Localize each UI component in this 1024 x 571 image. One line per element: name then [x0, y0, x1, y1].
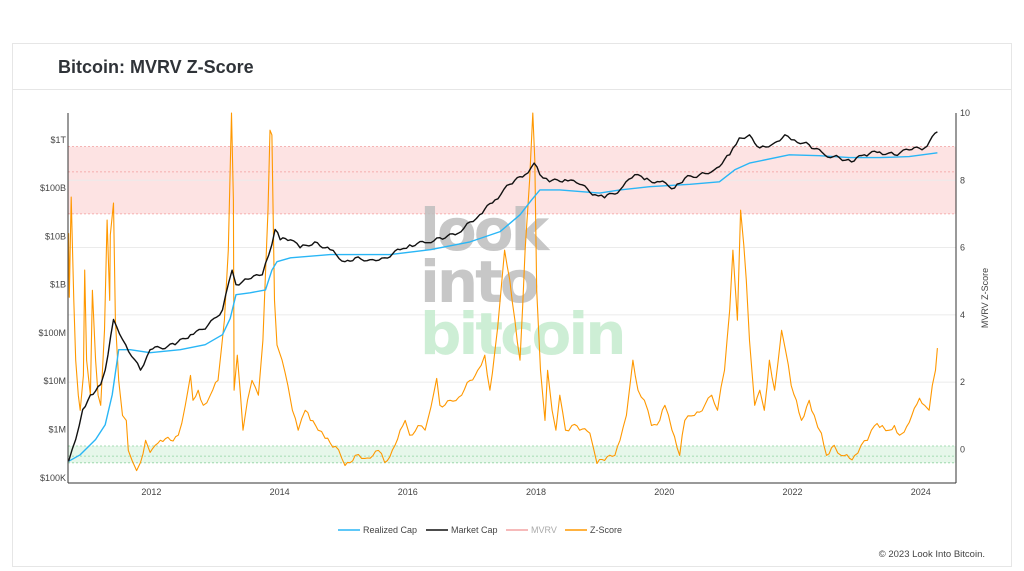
x-tick-label: 2014	[270, 487, 290, 497]
chart-card: Bitcoin: MVRV Z-Score © 2023 Look Into B…	[12, 43, 1012, 567]
watermark-into: into	[420, 248, 538, 316]
copyright-text: © 2023 Look Into Bitcoin.	[878, 549, 985, 560]
legend-item-z_score[interactable]: Z-Score	[590, 525, 622, 535]
y-left-tick-label: $1B	[50, 280, 66, 290]
y-left-tick-label: $100B	[40, 183, 66, 193]
y-left-tick-label: $1T	[50, 135, 66, 145]
realized-cap-line	[68, 152, 938, 462]
x-tick-label: 2018	[526, 487, 546, 497]
y-left-tick-label: $100K	[40, 473, 66, 483]
market-cap-line	[67, 131, 938, 462]
legend-item-mvrv[interactable]: MVRV	[531, 525, 557, 535]
y-left-tick-label: $10B	[45, 231, 66, 241]
x-tick-label: 2016	[398, 487, 418, 497]
z-score-line	[68, 112, 938, 472]
y-right-tick-label: 2	[960, 377, 965, 387]
y-left-tick-label: $100M	[38, 328, 66, 338]
x-tick-label: 2022	[782, 487, 802, 497]
x-tick-label: 2020	[654, 487, 674, 497]
y-left-tick-label: $10M	[43, 376, 66, 386]
y-right-tick-label: 6	[960, 243, 965, 253]
watermark-bitcoin: bitcoin	[420, 300, 624, 368]
y-left-tick-label: $1M	[48, 425, 66, 435]
legend-item-realized_cap[interactable]: Realized Cap	[363, 525, 417, 535]
y-right-tick-label: 0	[960, 444, 965, 454]
page-title: Bitcoin: MVRV Z-Score	[58, 57, 254, 77]
card-header: Bitcoin: MVRV Z-Score	[13, 44, 1011, 90]
y-right-tick-label: 10	[960, 108, 970, 118]
y-right-tick-label: 8	[960, 175, 965, 185]
legend-item-market_cap[interactable]: Market Cap	[451, 525, 498, 535]
x-tick-label: 2012	[141, 487, 161, 497]
bottom-band	[68, 446, 956, 463]
y-right-tick-label: 4	[960, 310, 965, 320]
y-right-axis-label: MVRV Z-Score	[980, 268, 990, 328]
x-tick-label: 2024	[911, 487, 931, 497]
